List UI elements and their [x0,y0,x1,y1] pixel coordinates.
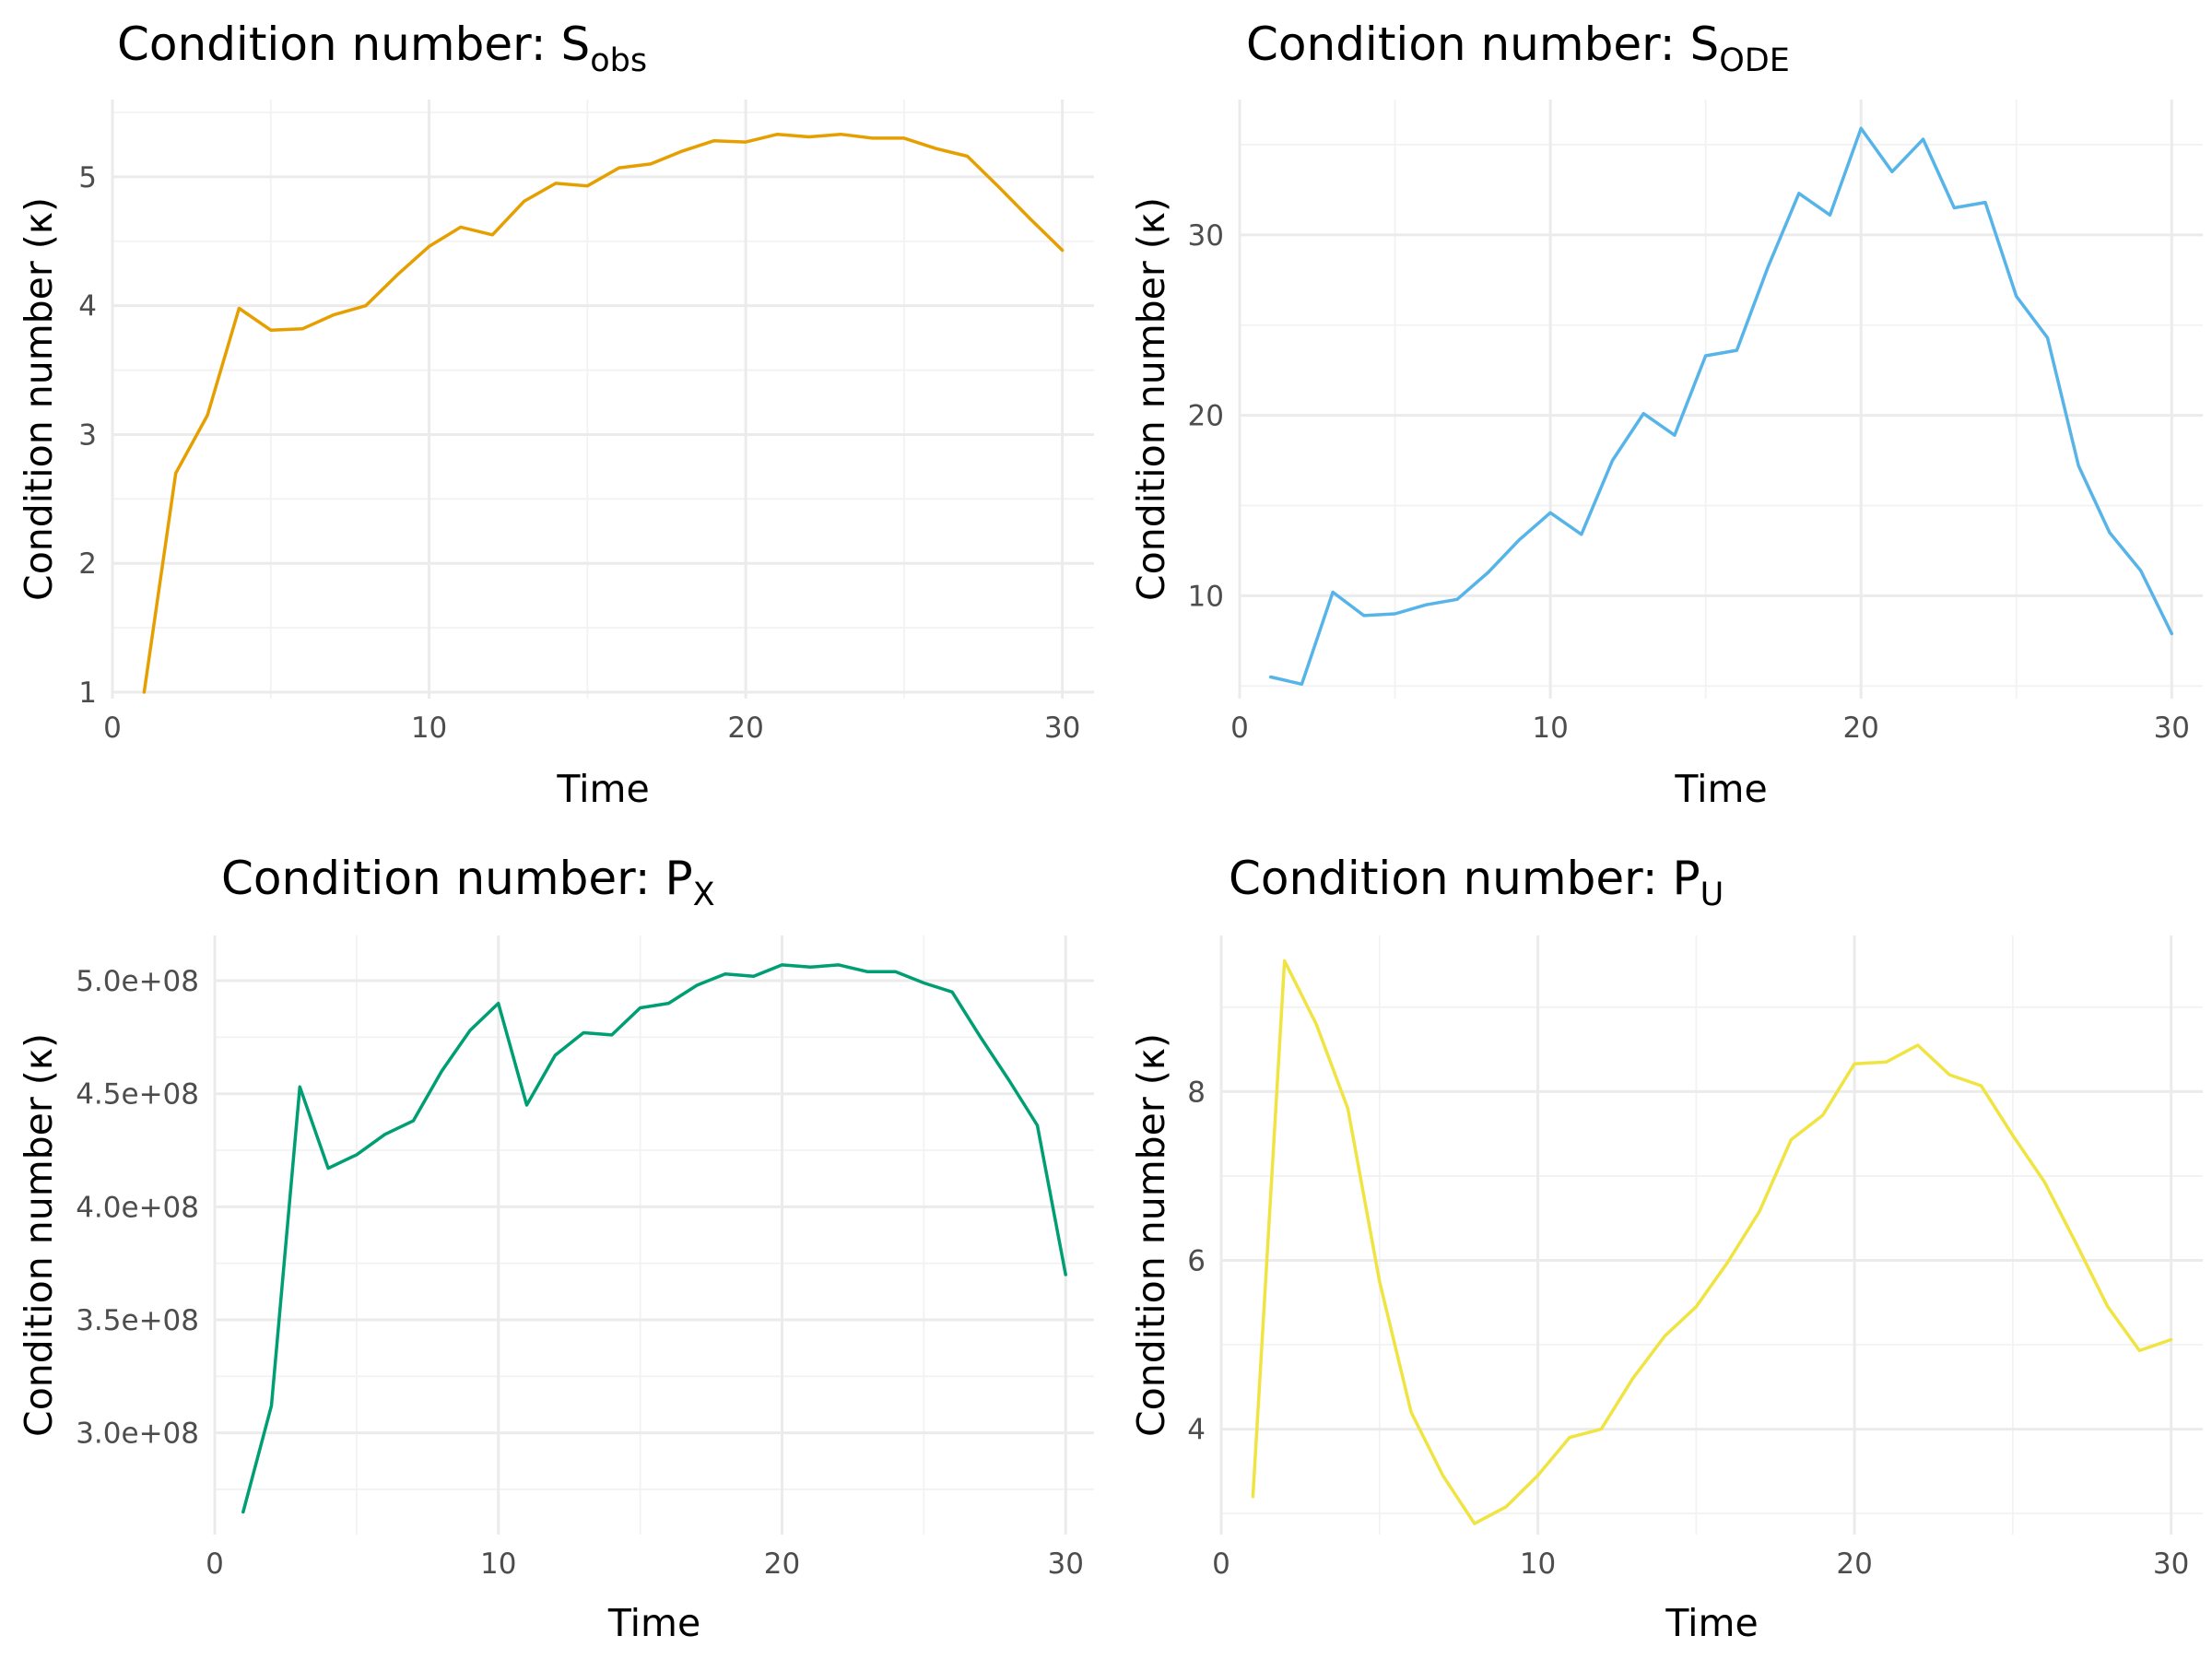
panel-title: Condition number: PU [1229,852,1724,913]
panel-title: Condition number: SODE [1246,18,1790,79]
title-main: Condition number: S [117,18,590,71]
y-tick-label: 4 [78,290,97,324]
title-main: Condition number: P [1229,852,1700,905]
series-line [142,132,1065,694]
tick-labels: 0 10 20 30 10 20 30 [1188,219,2190,745]
series-line [1268,126,2174,687]
panel-title: Condition number: Sobs [117,18,647,79]
series-line [1251,959,2173,1525]
x-tick-label: 20 [764,1547,800,1581]
panel-s-obs: 0 10 20 30 1 2 3 4 5 Condition number: Sobs Time… [17,18,1094,811]
grid [111,100,1094,699]
tick-labels: 0 10 20 30 3.0e+08 3.5e+08 4.0e+08 4.5e+08 5.0e+… [76,965,1084,1581]
title-subscript: obs [590,42,647,79]
grid [213,935,1094,1535]
title-subscript: ODE [1719,42,1790,79]
y-tick-label: 4.0e+08 [76,1191,199,1224]
x-tick-label: 30 [1047,1547,1083,1581]
x-tick-label: 0 [103,712,122,745]
title-subscript: U [1700,877,1724,913]
y-axis-title: Condition number (κ) [17,1033,61,1437]
tick-labels: 0 10 20 30 4 6 8 [1187,1076,2189,1581]
tick-labels: 0 10 20 30 1 2 3 4 5 [78,161,1080,745]
grid [1238,100,2203,699]
y-axis-title: Condition number (κ) [17,197,61,601]
x-tick-label: 30 [2153,1547,2189,1581]
y-tick-label: 6 [1187,1244,1206,1277]
x-tick-label: 30 [2154,712,2190,745]
y-tick-label: 2 [78,547,97,581]
y-tick-label: 10 [1188,580,1224,613]
x-tick-label: 0 [1230,712,1249,745]
x-tick-label: 0 [1212,1547,1230,1581]
y-tick-label: 4 [1187,1414,1206,1447]
y-tick-label: 1 [78,677,97,710]
x-axis-title: Time [607,1601,700,1645]
y-tick-label: 8 [1187,1076,1206,1109]
y-tick-label: 5.0e+08 [76,965,199,998]
y-axis-title: Condition number (κ) [1129,1033,1173,1437]
y-tick-label: 30 [1188,219,1224,253]
x-axis-title: Time [1674,767,1767,811]
title-main: Condition number: P [221,852,693,905]
title-main: Condition number: S [1246,18,1719,71]
x-tick-label: 20 [1836,1547,1872,1581]
y-tick-label: 4.5e+08 [76,1078,199,1112]
y-tick-label: 3.5e+08 [76,1304,199,1337]
panel-p-x: 0 10 20 30 3.0e+08 3.5e+08 4.0e+08 4.5e+08 5.0e+… [17,852,1094,1645]
x-tick-label: 20 [1842,712,1878,745]
y-tick-label: 3 [78,418,97,452]
y-tick-label: 20 [1188,400,1224,433]
x-tick-label: 10 [480,1547,516,1581]
x-tick-label: 10 [411,712,447,745]
x-tick-label: 10 [1520,1547,1556,1581]
x-tick-label: 0 [206,1547,224,1581]
x-tick-label: 10 [1532,712,1568,745]
panel-title: Condition number: PX [221,852,715,913]
x-axis-title: Time [556,767,649,811]
y-tick-label: 5 [78,161,97,194]
series-line [241,963,1067,1514]
y-tick-label: 3.0e+08 [76,1418,199,1451]
title-subscript: X [693,877,715,913]
x-tick-label: 30 [1044,712,1080,745]
panel-p-u: 0 10 20 30 4 6 8 Condition number: PU Time Con… [1129,852,2203,1645]
x-axis-title: Time [1665,1601,1758,1645]
y-axis-title: Condition number (κ) [1129,197,1173,601]
x-tick-label: 20 [727,712,763,745]
panel-s-ode: 0 10 20 30 10 20 30 Condition number: SODE Tim… [1129,18,2203,811]
grid [1219,935,2203,1535]
